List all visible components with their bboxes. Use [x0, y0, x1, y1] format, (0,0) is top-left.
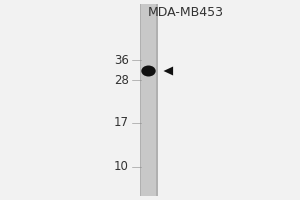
Text: 28: 28 [114, 73, 129, 86]
Ellipse shape [141, 66, 156, 76]
Bar [0, 0, 114, 200]
Bar [114, 0, 300, 200]
Polygon shape [164, 67, 173, 75]
Bar [140, 4, 158, 196]
Bar [141, 4, 156, 196]
Text: 10: 10 [114, 160, 129, 173]
Text: 36: 36 [114, 53, 129, 66]
Text: MDA-MB453: MDA-MB453 [148, 6, 224, 19]
Text: 17: 17 [114, 116, 129, 130]
